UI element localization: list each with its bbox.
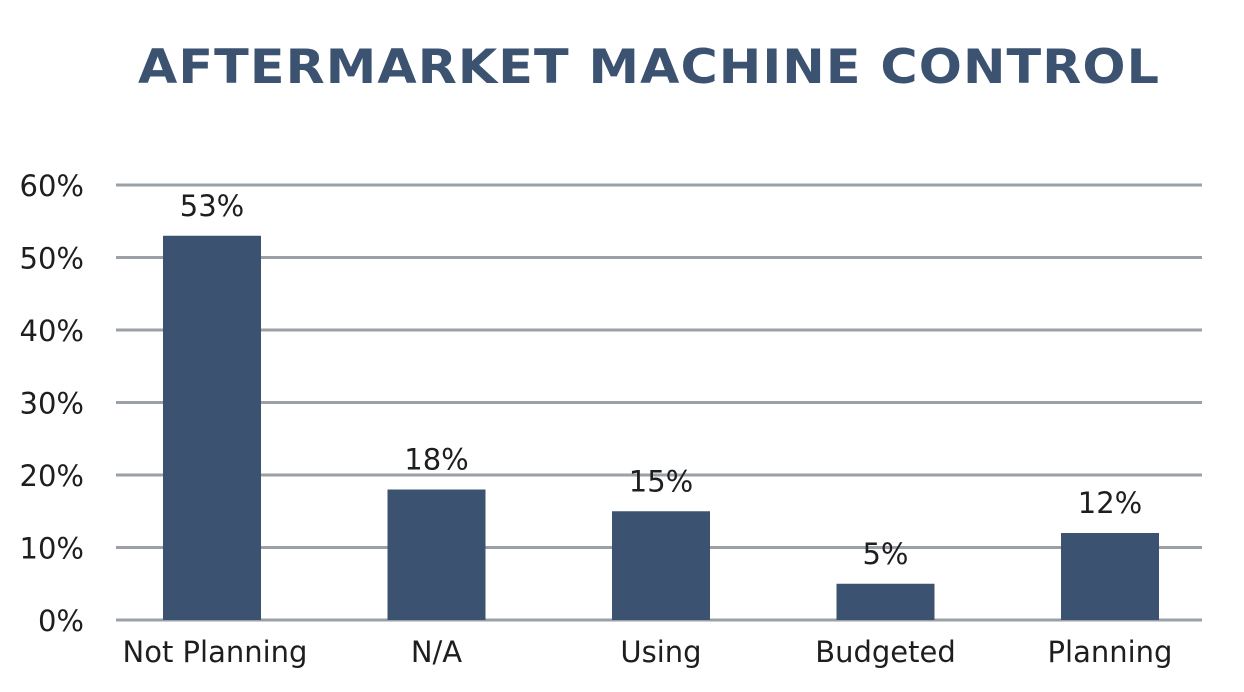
y-tick-label: 40% <box>20 314 84 348</box>
bar-budgeted <box>836 583 935 620</box>
data-label: 53% <box>180 189 244 223</box>
bar-using <box>612 511 710 620</box>
bars <box>163 235 1159 620</box>
data-label: 12% <box>1078 486 1142 520</box>
y-tick-label: 30% <box>20 387 84 421</box>
y-tick-label: 10% <box>20 532 84 566</box>
bar-not-planning <box>163 235 261 620</box>
y-axis-ticks: 0% 10% 20% 30% 40% 50% 60% <box>20 169 84 638</box>
x-category-label: Using <box>620 635 701 669</box>
y-tick-label: 50% <box>20 242 84 276</box>
data-labels: 53% 18% 15% 5% 12% <box>180 189 1142 571</box>
data-label: 18% <box>404 443 468 477</box>
x-category-label: Not Planning <box>123 635 308 669</box>
data-label: 5% <box>862 537 908 571</box>
chart-title: AFTERMARKET MACHINE CONTROL <box>138 40 1161 95</box>
bar-planning <box>1061 533 1159 620</box>
x-category-label: Planning <box>1048 635 1173 669</box>
x-category-label: Budgeted <box>815 635 956 669</box>
y-tick-label: 60% <box>20 169 84 203</box>
y-tick-label: 20% <box>20 459 84 493</box>
bar-n-a <box>387 489 486 620</box>
data-label: 15% <box>629 464 693 498</box>
x-axis-categories: Not Planning N/A Using Budgeted Planning <box>123 635 1173 669</box>
x-category-label: N/A <box>411 635 462 669</box>
y-tick-label: 0% <box>38 604 84 638</box>
